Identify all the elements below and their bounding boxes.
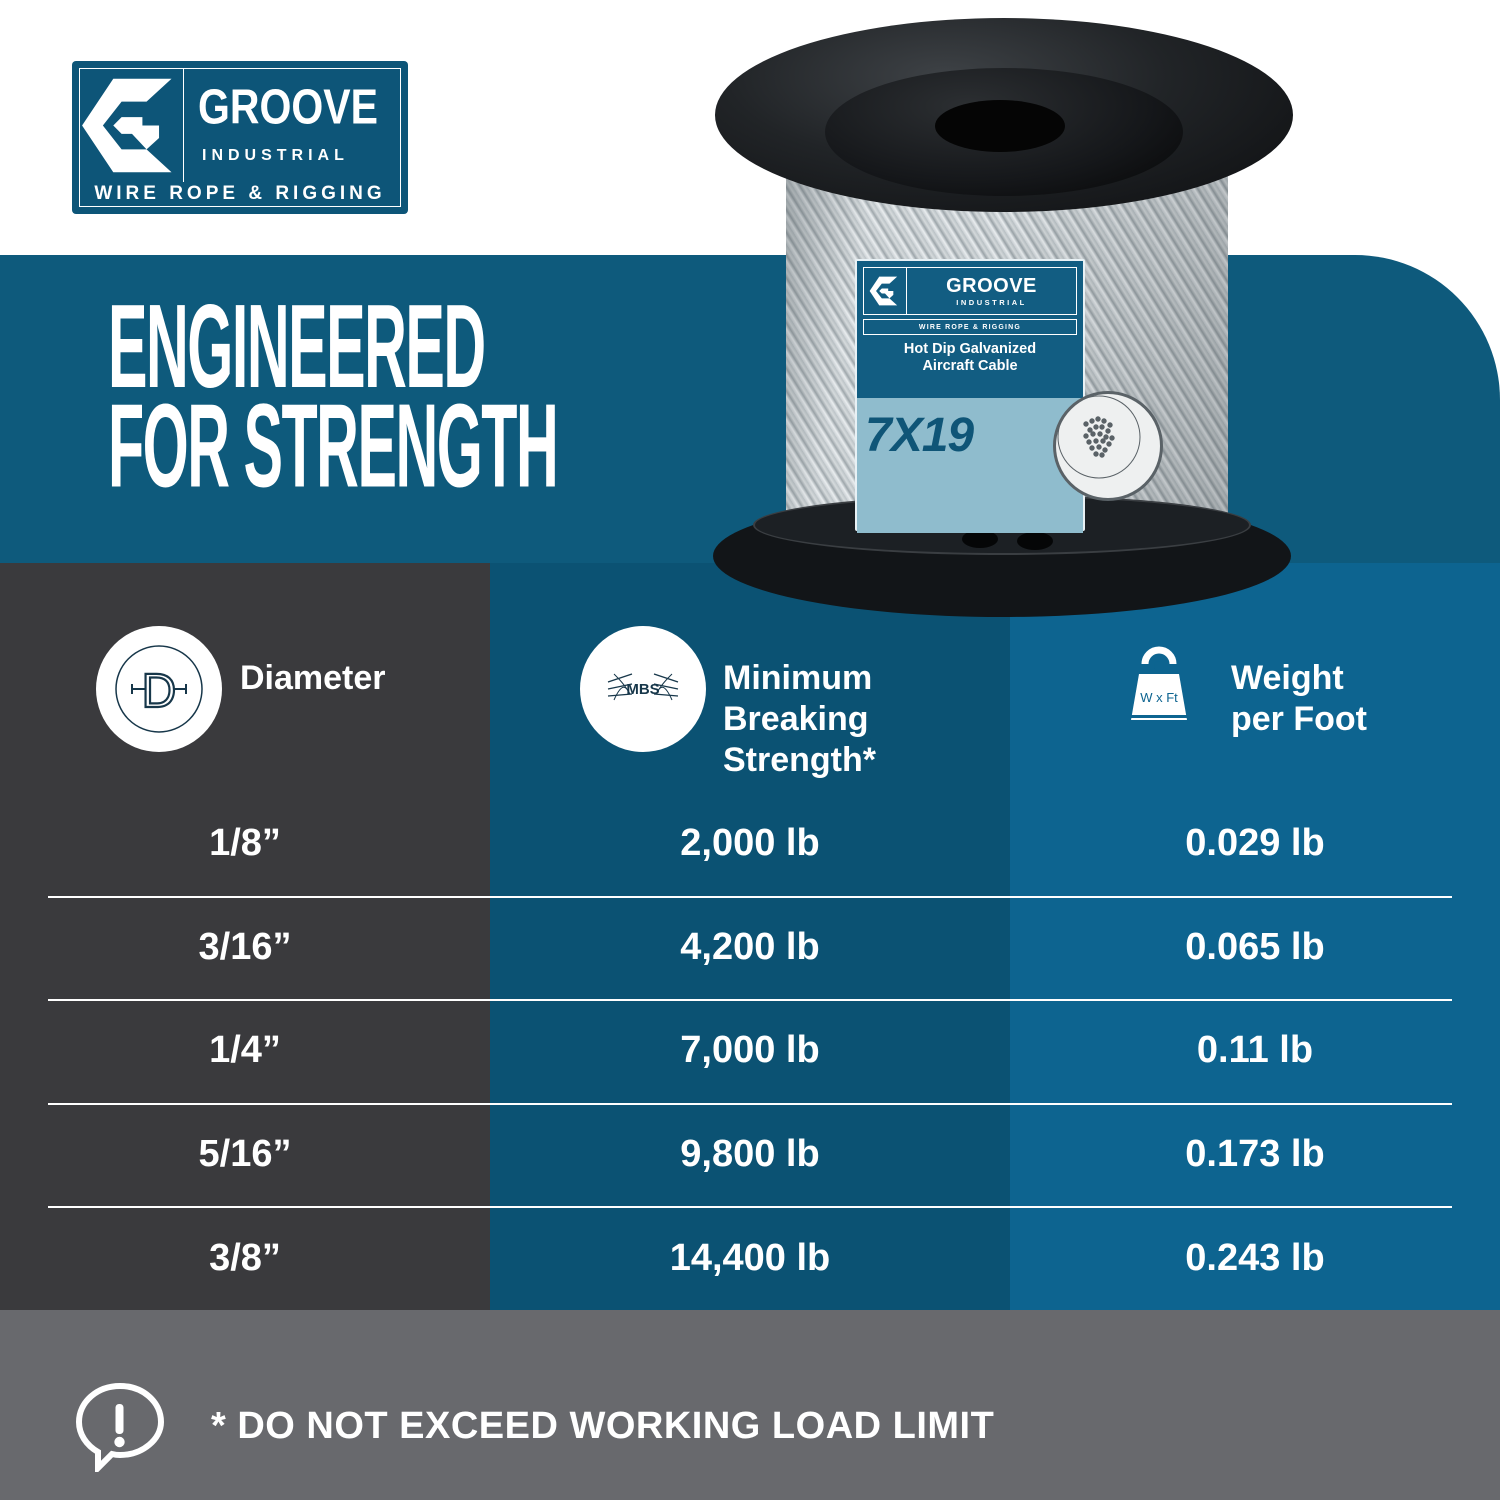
svg-text:W x Ft: W x Ft [1140, 690, 1178, 705]
svg-text:MBS: MBS [626, 681, 659, 698]
svg-text:D: D [142, 665, 177, 718]
